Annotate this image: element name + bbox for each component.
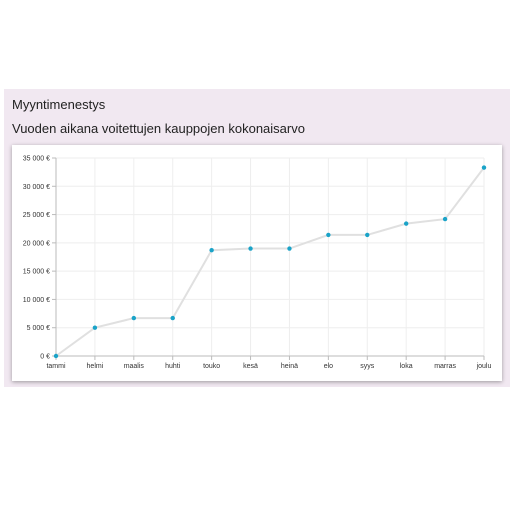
y-tick-label: 0 €: [40, 354, 50, 361]
y-tick-label: 35 000 €: [23, 156, 50, 163]
y-tick-label: 5 000 €: [27, 325, 50, 332]
line-chart: 0 € 5 000 € 10 000 € 15 000 € 20 000 € 25 000…: [23, 156, 492, 371]
axis-layer: [52, 157, 485, 360]
y-tick-label: 20 000 €: [23, 240, 50, 247]
x-tick-label: syys: [360, 363, 375, 370]
x-tick-label: heinä: [281, 363, 298, 370]
series-line: [55, 167, 485, 357]
series-layer: [53, 165, 487, 359]
grid-layer: [55, 157, 485, 357]
x-tick-label: marras: [434, 363, 456, 370]
y-tick-label: 30 000 €: [23, 184, 50, 191]
x-tick-label: kesä: [243, 363, 258, 370]
x-tick-label: helmi: [87, 363, 104, 370]
x-tick-label: loka: [400, 363, 413, 370]
y-tick-label: 10 000 €: [23, 297, 50, 304]
data-point: [442, 216, 448, 222]
sales-widget: Myyntimenestys Vuoden aikana voitettujen…: [4, 89, 510, 387]
data-point: [326, 232, 331, 238]
data-point: [131, 315, 137, 321]
y-tick-label: 25 000 €: [23, 212, 50, 219]
x-tick-label: huhti: [165, 363, 181, 370]
y-tick-label: 15 000 €: [23, 269, 50, 276]
x-tick-label: joulu: [476, 363, 492, 370]
data-point: [287, 246, 292, 251]
data-point: [209, 248, 214, 253]
data-point: [365, 232, 370, 238]
x-tick-label: touko: [203, 363, 220, 370]
data-point: [53, 353, 59, 359]
chart-card: 0 € 5 000 € 10 000 € 15 000 € 20 000 € 25 000…: [12, 145, 502, 381]
x-tick-label: elo: [324, 363, 333, 370]
x-tick-label: maalis: [124, 363, 145, 370]
label-layer: 0 € 5 000 € 10 000 € 15 000 € 20 000 € 25 000…: [23, 156, 492, 371]
data-point: [481, 165, 487, 170]
x-tick-label: tammi: [46, 363, 66, 370]
data-point: [92, 325, 98, 330]
widget-subtitle: Vuoden aikana voitettujen kauppojen koko…: [12, 121, 305, 136]
data-point: [403, 221, 409, 226]
widget-title: Myyntimenestys: [12, 97, 106, 112]
data-point: [170, 315, 175, 321]
data-point: [248, 246, 253, 251]
